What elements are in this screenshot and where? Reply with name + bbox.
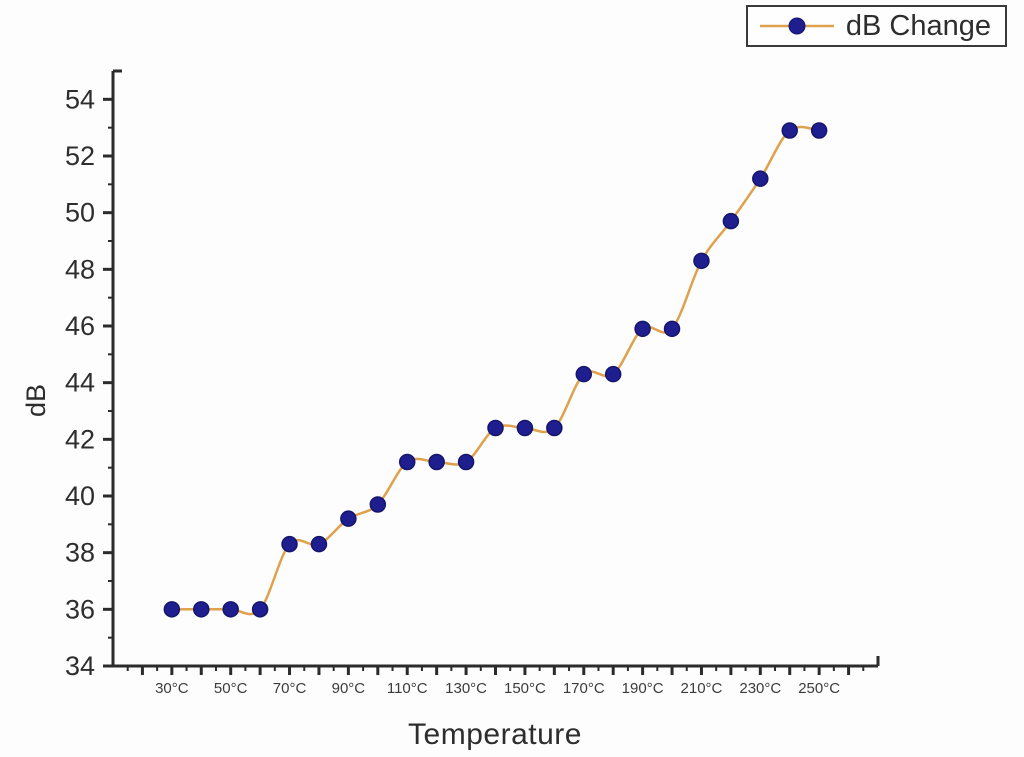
- y-tick-label: 52: [65, 141, 95, 171]
- data-point-marker: [693, 252, 710, 270]
- data-point-marker: [163, 601, 181, 618]
- data-point-marker: [487, 419, 504, 437]
- x-tick-label: 210°C: [681, 680, 723, 697]
- x-tick-label: 70°C: [273, 680, 307, 697]
- x-tick-label: 30°C: [155, 680, 189, 697]
- data-point-marker: [516, 419, 534, 437]
- data-point-marker: [781, 122, 798, 139]
- data-point-marker: [752, 170, 769, 187]
- y-tick-label: 44: [65, 368, 95, 398]
- data-point-marker: [722, 212, 740, 230]
- data-point-marker: [398, 453, 416, 471]
- x-tick-label: 50°C: [214, 680, 248, 697]
- x-tick-label: 90°C: [332, 680, 366, 697]
- data-point-marker: [369, 496, 387, 513]
- x-tick-label: 110°C: [387, 680, 428, 697]
- data-point-marker: [457, 453, 475, 471]
- data-point-marker: [634, 320, 651, 338]
- y-axis-title: dB: [21, 383, 52, 418]
- y-tick-label: 42: [65, 424, 95, 454]
- x-tick-label: 190°C: [622, 680, 664, 697]
- data-point-marker: [428, 453, 445, 471]
- data-point-marker: [310, 535, 328, 553]
- y-tick-label: 36: [65, 594, 95, 624]
- legend-entry-label: dB Change: [845, 9, 991, 42]
- y-tick-label: 38: [65, 538, 95, 568]
- y-tick-label: 48: [65, 254, 95, 284]
- series-line: [171, 125, 820, 616]
- y-tick-label: 50: [65, 198, 95, 228]
- x-tick-label: 150°C: [504, 680, 546, 697]
- data-point-marker: [604, 365, 622, 383]
- y-tick-label: 54: [65, 84, 95, 114]
- y-tick-label: 46: [65, 311, 95, 341]
- data-point-marker: [546, 419, 563, 437]
- data-point-marker: [810, 122, 828, 139]
- data-point-marker: [281, 535, 298, 553]
- y-tick-label: 34: [65, 651, 95, 681]
- y-tick-label: 40: [65, 481, 95, 511]
- data-point-marker: [340, 510, 357, 527]
- legend-box[interactable]: dB Change: [745, 5, 1007, 47]
- data-point-marker: [575, 365, 593, 383]
- x-tick-label: 130°C: [445, 680, 487, 697]
- x-axis-title: Temperature: [408, 718, 582, 751]
- data-point-marker: [251, 601, 269, 618]
- x-tick-label: 170°C: [563, 680, 605, 697]
- x-tick-label: 250°C: [798, 680, 840, 697]
- x-tick-label: 230°C: [739, 680, 781, 697]
- data-point-marker: [222, 601, 239, 618]
- legend-marker-sample: [759, 17, 834, 35]
- data-point-marker: [193, 601, 210, 618]
- data-point-marker: [663, 320, 681, 338]
